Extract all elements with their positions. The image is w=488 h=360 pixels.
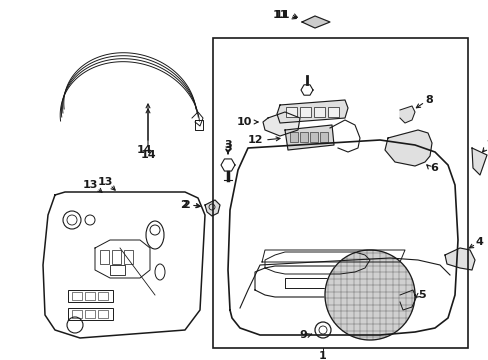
Polygon shape bbox=[263, 112, 299, 136]
Text: 14: 14 bbox=[137, 145, 153, 155]
Bar bbox=[289, 132, 297, 142]
Text: 1: 1 bbox=[319, 351, 326, 360]
Polygon shape bbox=[471, 148, 486, 175]
Bar bbox=[299, 107, 310, 117]
Polygon shape bbox=[325, 250, 414, 340]
Bar bbox=[319, 132, 327, 142]
Text: 2: 2 bbox=[180, 200, 187, 210]
Text: 13: 13 bbox=[97, 177, 112, 187]
Polygon shape bbox=[276, 100, 347, 123]
Text: 13: 13 bbox=[82, 180, 98, 190]
Text: 10: 10 bbox=[236, 117, 251, 127]
Bar bbox=[110, 265, 125, 275]
Bar bbox=[100, 250, 109, 264]
Polygon shape bbox=[302, 16, 329, 28]
Bar bbox=[68, 308, 113, 320]
Bar bbox=[85, 310, 95, 318]
Polygon shape bbox=[384, 130, 431, 166]
Bar bbox=[112, 250, 121, 264]
Text: 11: 11 bbox=[274, 10, 289, 20]
Bar bbox=[327, 107, 338, 117]
Text: 14: 14 bbox=[140, 150, 156, 160]
Bar bbox=[72, 310, 82, 318]
Text: 8: 8 bbox=[424, 95, 432, 105]
Polygon shape bbox=[399, 290, 415, 310]
Bar bbox=[72, 292, 82, 300]
Polygon shape bbox=[399, 106, 414, 123]
Bar bbox=[98, 310, 108, 318]
Bar bbox=[309, 132, 317, 142]
Bar bbox=[299, 132, 307, 142]
Polygon shape bbox=[444, 248, 474, 270]
Text: 11: 11 bbox=[272, 10, 287, 20]
Bar bbox=[124, 250, 133, 264]
Bar bbox=[285, 107, 296, 117]
Text: 12: 12 bbox=[247, 135, 263, 145]
Text: 3: 3 bbox=[224, 140, 231, 150]
Bar bbox=[213, 38, 467, 348]
Bar bbox=[85, 292, 95, 300]
Text: 4: 4 bbox=[474, 237, 482, 247]
Text: 6: 6 bbox=[429, 163, 437, 173]
Bar bbox=[68, 290, 113, 302]
Text: 3: 3 bbox=[224, 143, 231, 153]
Bar bbox=[313, 107, 325, 117]
Text: 9: 9 bbox=[299, 330, 306, 340]
Bar bbox=[98, 292, 108, 300]
Text: 5: 5 bbox=[417, 290, 425, 300]
Polygon shape bbox=[285, 125, 333, 150]
Text: 2: 2 bbox=[182, 200, 190, 210]
Polygon shape bbox=[204, 200, 220, 216]
Text: 7: 7 bbox=[485, 140, 488, 150]
